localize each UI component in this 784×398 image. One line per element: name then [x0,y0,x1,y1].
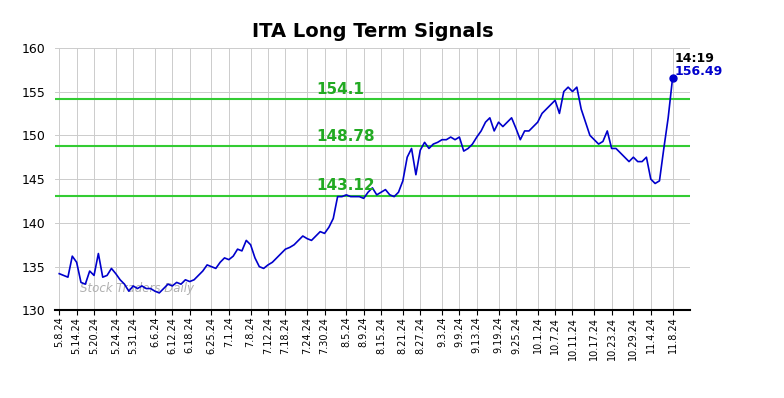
Text: 143.12: 143.12 [317,178,376,193]
Text: Stock Traders Daily: Stock Traders Daily [80,282,194,295]
Text: 14:19: 14:19 [675,53,714,65]
Text: 148.78: 148.78 [317,129,376,144]
Title: ITA Long Term Signals: ITA Long Term Signals [252,21,493,41]
Text: 154.1: 154.1 [317,82,365,97]
Text: 156.49: 156.49 [675,64,723,78]
